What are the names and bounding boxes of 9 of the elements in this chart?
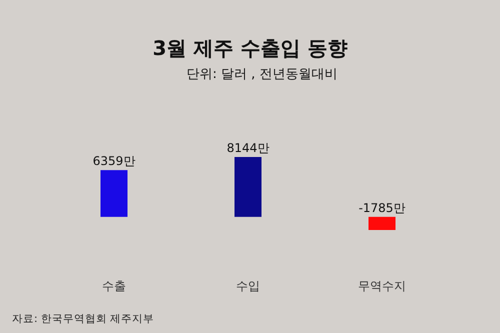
chart-subtitle: 단위: 달러 , 전년동월대비	[186, 67, 338, 82]
data-label: -1785만	[358, 200, 406, 215]
data-label: 6359만	[92, 154, 136, 168]
data-label: 8144만	[226, 141, 270, 155]
x-tick-label: 수출	[102, 279, 126, 293]
x-tick-label: 무역수지	[358, 279, 406, 293]
x-tick-label: 수입	[236, 279, 260, 293]
chart-title: 3월 제주 수출입 동향	[152, 36, 348, 60]
text: 자료: 한국무역협회 제주지부	[12, 313, 154, 325]
